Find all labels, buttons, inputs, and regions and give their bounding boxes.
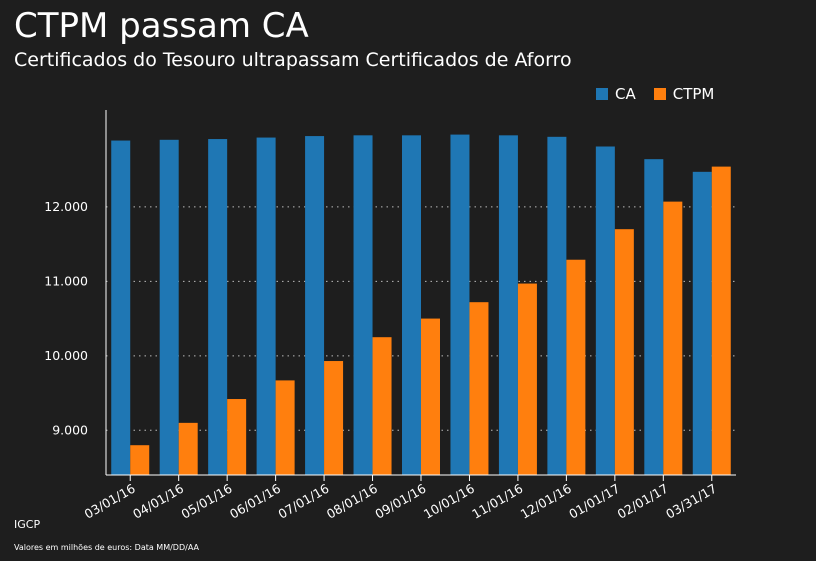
y-tick-label: 11.000 bbox=[44, 273, 88, 288]
x-tick-label: 03/31/17 bbox=[663, 481, 719, 522]
y-tick-label: 12.000 bbox=[44, 199, 88, 214]
bar-ctpm bbox=[227, 399, 247, 475]
bar-ca bbox=[353, 135, 373, 475]
bar-ca bbox=[692, 171, 712, 475]
bar-ctpm bbox=[372, 337, 392, 475]
legend-label-ca: CA bbox=[615, 85, 636, 103]
bar-ca bbox=[547, 136, 567, 475]
bar-ctpm bbox=[421, 318, 440, 475]
bar-ctpm bbox=[614, 229, 634, 475]
x-tick-label: 04/01/16 bbox=[130, 481, 186, 522]
bar-ca bbox=[644, 159, 664, 475]
x-tick-label: 09/01/16 bbox=[372, 481, 428, 522]
bar-ctpm bbox=[711, 166, 731, 475]
legend-swatch-ctpm bbox=[653, 88, 666, 100]
chart-title: CTPM passam CA bbox=[14, 6, 309, 46]
x-tick-label: 01/01/17 bbox=[566, 481, 622, 522]
legend-label-ctpm: CTPM bbox=[672, 85, 715, 103]
x-tick-label: 08/01/16 bbox=[324, 481, 380, 522]
x-tick-label: 07/01/16 bbox=[275, 481, 331, 522]
legend-item-ctpm: CTPM bbox=[653, 85, 715, 103]
bar-ca bbox=[111, 140, 131, 475]
bar-ca bbox=[450, 134, 470, 475]
bar-ctpm bbox=[324, 361, 344, 475]
bar-ca bbox=[208, 139, 228, 475]
legend-item-ca: CA bbox=[596, 85, 636, 103]
bar-ctpm bbox=[178, 422, 198, 475]
bar-ctpm bbox=[275, 380, 295, 475]
bar-ca bbox=[402, 135, 421, 475]
bar-ctpm bbox=[566, 259, 586, 475]
bar-ctpm bbox=[130, 445, 150, 475]
x-tick-label: 12/01/16 bbox=[518, 481, 574, 522]
source-label: IGCP bbox=[14, 518, 41, 531]
bar-ca bbox=[256, 137, 276, 475]
bar-ca bbox=[595, 146, 615, 475]
bar-ctpm bbox=[663, 201, 683, 476]
bar-ca bbox=[305, 136, 325, 476]
legend-swatch-ca bbox=[596, 88, 608, 100]
x-tick-label: 03/01/16 bbox=[82, 481, 138, 522]
bar-ca bbox=[498, 135, 518, 475]
x-tick-label: 05/01/16 bbox=[179, 481, 235, 522]
legend: CA CTPM bbox=[596, 85, 732, 103]
x-tick-label: 10/01/16 bbox=[421, 481, 477, 522]
x-tick-label: 11/01/16 bbox=[469, 481, 525, 522]
y-tick-label: 10.000 bbox=[44, 348, 88, 363]
bar-ctpm bbox=[517, 283, 537, 475]
units-note: Valores em milhões de euros: Data MM/DD/… bbox=[14, 543, 199, 552]
x-tick-label: 02/01/17 bbox=[615, 481, 671, 522]
x-tick-label: 06/01/16 bbox=[227, 481, 283, 522]
y-tick-label: 9.000 bbox=[52, 422, 88, 437]
bars-layer bbox=[111, 134, 731, 476]
chart-subtitle: Certificados do Tesouro ultrapassam Cert… bbox=[14, 49, 572, 71]
bar-ctpm bbox=[469, 302, 489, 475]
bar-ca bbox=[159, 139, 179, 476]
